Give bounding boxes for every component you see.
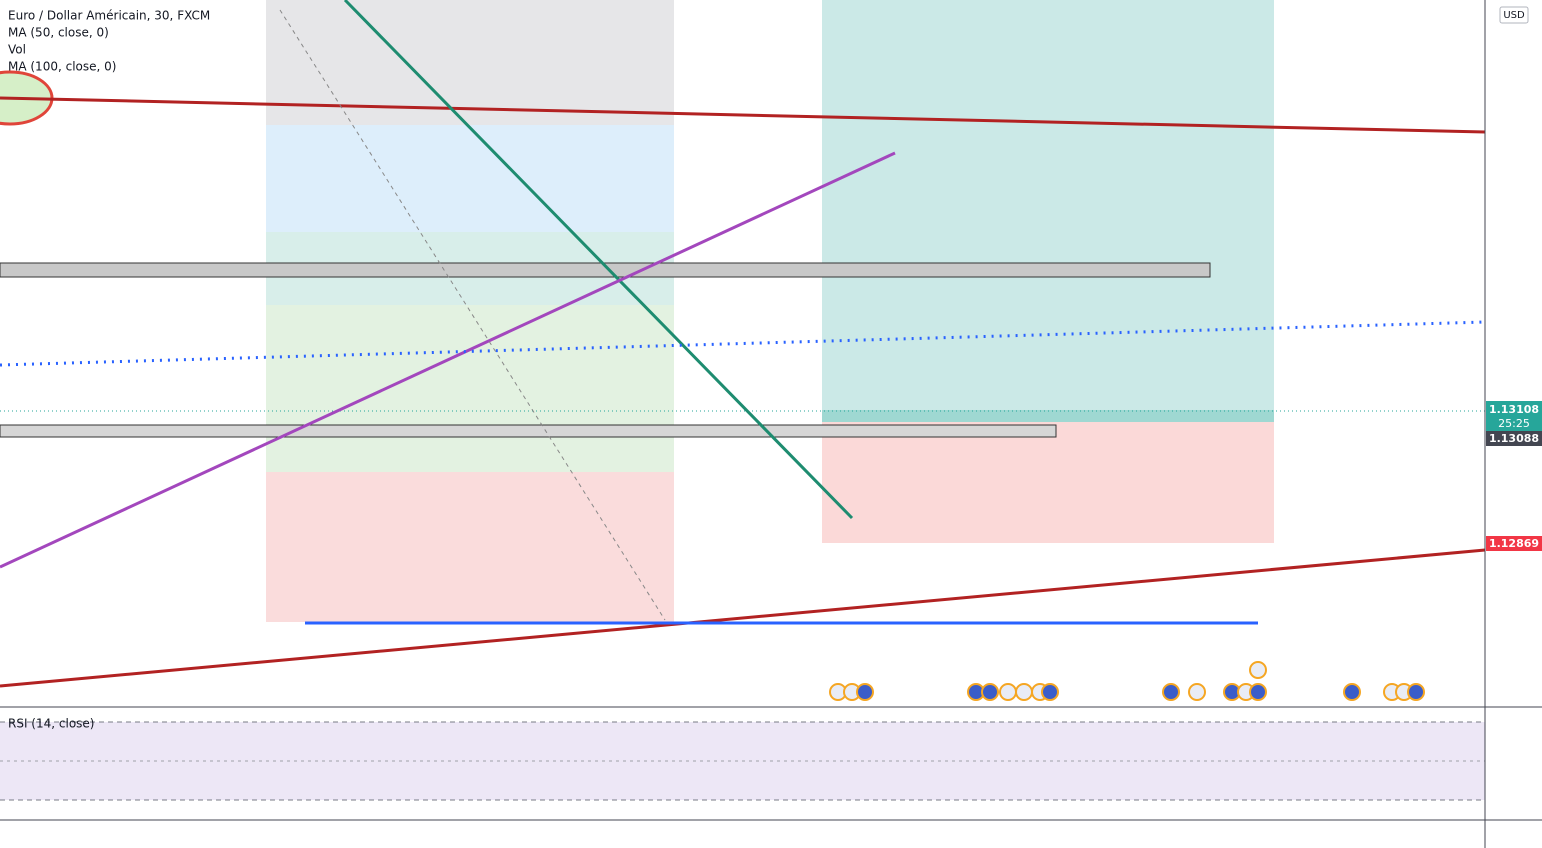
event-icon	[1162, 683, 1180, 701]
last-price: 1.13108	[1489, 403, 1539, 416]
event-icon	[1249, 661, 1267, 679]
event-icon	[999, 683, 1017, 701]
currency: USD	[1503, 10, 1525, 21]
event-icon	[1407, 683, 1425, 701]
labels: Euro / Dollar Américain, 30, FXCM MA (50…	[8, 9, 1539, 731]
event-icon	[1343, 683, 1361, 701]
indicator-label: Vol	[8, 43, 26, 57]
events	[829, 661, 1425, 701]
tag-bg	[1486, 431, 1542, 446]
trend-line	[343, 0, 854, 520]
event-icon	[1015, 683, 1033, 701]
fib-zone	[266, 472, 674, 622]
event-icon	[1041, 683, 1059, 701]
profit-zone	[822, 410, 1274, 422]
profit-zone	[822, 0, 1274, 422]
close-price: 1.13088	[1489, 432, 1539, 445]
fib-zone	[266, 125, 674, 232]
trend-lines	[0, 0, 1486, 688]
trend-line	[0, 548, 1486, 688]
event-icon	[981, 683, 999, 701]
indicator-label: MA (100, close, 0)	[8, 60, 116, 74]
event-icon	[1188, 683, 1206, 701]
indicator-label: MA (50, close, 0)	[8, 26, 109, 40]
trend-line	[0, 151, 896, 569]
loss-zone	[822, 422, 1274, 543]
countdown: 25:25	[1498, 417, 1530, 430]
fib-zone	[266, 305, 674, 472]
drawings	[0, 0, 1485, 622]
trend-line	[0, 96, 1486, 134]
price-tags	[1486, 6, 1542, 551]
rsi-pane	[0, 706, 1542, 821]
chart-title: Euro / Dollar Américain, 30, FXCM	[8, 9, 210, 23]
stop-price: 1.12869	[1489, 537, 1539, 550]
sr-zone	[0, 262, 1211, 278]
sr-zone	[0, 424, 1057, 438]
event-icon	[1249, 683, 1267, 701]
fib-diagonal	[279, 9, 666, 621]
rsi-title: RSI (14, close)	[8, 717, 94, 731]
tag-bg	[1486, 401, 1542, 431]
currency-box	[1499, 6, 1529, 24]
event-icon	[856, 683, 874, 701]
tag-bg	[1486, 536, 1542, 551]
